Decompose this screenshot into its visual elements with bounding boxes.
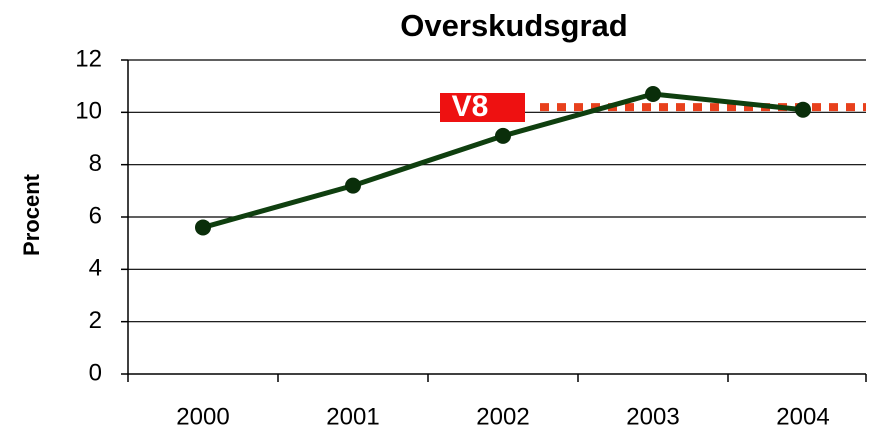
x-tick-label: 2000: [176, 403, 229, 430]
y-tick-label: 4: [89, 255, 102, 282]
y-axis-label: Procent: [19, 173, 44, 256]
data-point: [795, 101, 811, 118]
data-point: [495, 127, 511, 144]
reference-label: V8: [452, 90, 489, 123]
data-point: [645, 86, 661, 103]
y-tick-label: 12: [75, 45, 102, 72]
data-point: [195, 219, 211, 236]
chart-title: Overskudsgrad: [400, 8, 627, 43]
x-tick-label: 2001: [326, 403, 379, 430]
x-tick-label: 2004: [776, 403, 829, 430]
y-tick-label: 8: [89, 150, 102, 177]
data-point: [345, 177, 361, 194]
x-tick-label: 2003: [626, 403, 679, 430]
y-tick-label: 10: [75, 98, 102, 125]
x-tick-label: 2002: [476, 403, 529, 430]
reference-label-box: [440, 93, 525, 122]
y-tick-label: 6: [89, 202, 102, 229]
y-tick-label: 0: [89, 359, 102, 386]
y-tick-label: 2: [89, 307, 102, 334]
